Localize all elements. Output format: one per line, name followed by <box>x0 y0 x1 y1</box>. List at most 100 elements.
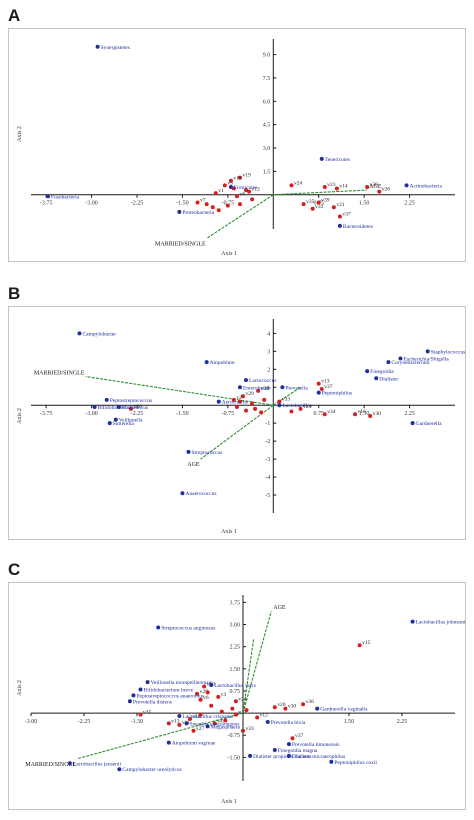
taxon-point <box>95 44 100 49</box>
vector-label: AGE <box>273 605 286 611</box>
sample-point <box>205 690 210 695</box>
sample-label: v34 <box>327 409 336 415</box>
sample-point <box>353 412 358 417</box>
taxon-point <box>177 714 182 719</box>
y-tick-label: 9.0 <box>263 53 271 59</box>
sample-label: v29 <box>246 391 255 397</box>
chart-frame-c: -3.00 -2.25 -1.50 1.50 2.25 -1.50 -0.75 0.75 1.5… <box>8 582 468 810</box>
x-tick-label: 2.25 <box>397 719 408 725</box>
sample-point <box>237 399 242 404</box>
sample-label: v8 <box>239 191 245 197</box>
sample-point <box>209 703 214 708</box>
y-tick-label: 2.25 <box>230 645 241 651</box>
sample-point <box>237 202 242 207</box>
vector-label: MARRIED/SINGLE <box>34 370 85 376</box>
taxon-point <box>107 421 112 426</box>
sample-point <box>334 186 339 191</box>
sample-label: v3 <box>227 180 233 186</box>
chart-frame-b: -3.75 -3.00 -2.25 -1.50 -0.75 0.75 1.50 2.25 -5 -… <box>8 306 466 540</box>
y-tick-label: 3.0 <box>263 146 271 152</box>
sample-label: v23 <box>327 182 336 188</box>
taxon-point <box>248 753 253 758</box>
sample-point <box>331 205 336 210</box>
taxon-point <box>184 721 189 726</box>
sample-point <box>198 697 203 702</box>
sample-point <box>357 643 362 648</box>
taxon-point <box>337 223 342 228</box>
y-tick-label: 2 <box>267 367 270 373</box>
taxon-label: Prevotella bivia <box>271 720 306 726</box>
sample-point <box>223 718 228 723</box>
taxon-point <box>138 687 143 692</box>
taxon-label: Dialister micraerophilus <box>292 754 345 760</box>
x-tick-label: -2.25 <box>131 411 144 417</box>
taxon-label: Anaerococcus <box>185 491 216 497</box>
sample-point <box>290 736 295 741</box>
y-axis-title: Axis 2 <box>17 680 23 696</box>
panel-letter-b: B <box>8 284 21 303</box>
taxon-point <box>180 491 185 496</box>
taxon-label: Fusobacteria <box>51 194 80 200</box>
x-axis-title: Axis 1 <box>221 251 237 257</box>
taxon-label: Campylobacter ureolyticus <box>122 767 181 773</box>
sample-point <box>277 399 282 404</box>
taxon-label: Tenericutes <box>325 157 350 163</box>
taxon-point <box>315 706 320 711</box>
x-tick-label: 0.75 <box>313 411 324 417</box>
taxon-point <box>374 376 379 381</box>
sample-label: v15 <box>362 640 371 646</box>
taxon-label: Dialister <box>379 376 398 382</box>
taxon-label: Veillonella montpellierensis <box>151 680 213 686</box>
x-tick-label: -2.25 <box>78 719 91 725</box>
sample-point <box>250 197 255 202</box>
taxon-point <box>386 360 391 365</box>
sample-label: v27 <box>196 726 205 732</box>
taxon-label: Corynebacterium <box>391 360 430 366</box>
sample-point <box>322 184 327 189</box>
taxon-label: Proteobacteria <box>182 210 214 216</box>
sample-point <box>255 715 260 720</box>
y-tick-label: -1 <box>265 421 270 427</box>
sample-point <box>237 175 242 180</box>
taxon-point <box>228 184 233 189</box>
y-tick-label: 1.50 <box>230 667 241 673</box>
vector-line <box>273 189 368 196</box>
x-tick-label: 2.25 <box>404 201 415 207</box>
ordination-plot-c: -3.00 -2.25 -1.50 1.50 2.25 -1.50 -0.75 0.75 1.5… <box>17 595 468 805</box>
taxon-label: Campylobacter <box>82 331 116 337</box>
sample-point <box>188 717 192 721</box>
sample-point <box>231 186 236 191</box>
sample-point <box>298 406 303 411</box>
sample-label: v2 <box>236 395 242 401</box>
taxon-point <box>398 356 403 361</box>
sample-point <box>253 406 258 411</box>
ordination-plot-b: -3.75 -3.00 -2.25 -1.50 -0.75 0.75 1.50 2.25 -5 -… <box>17 319 465 535</box>
sample-point <box>244 408 249 413</box>
taxon-label: Sutterella <box>113 421 135 427</box>
y-tick-label: -5 <box>265 493 270 499</box>
sample-point <box>244 708 249 713</box>
sample-label: v21 <box>336 202 345 208</box>
taxon-point <box>92 405 97 410</box>
sample-label: v32 <box>238 710 247 716</box>
taxon-point <box>425 349 430 354</box>
y-tick-label: 1.5 <box>263 169 271 175</box>
sample-point <box>272 705 277 710</box>
taxon-point <box>104 397 109 402</box>
sample-point <box>219 709 224 714</box>
x-tick-label: 2.25 <box>404 411 415 417</box>
sample-point <box>283 706 288 711</box>
sample-point <box>177 722 182 727</box>
taxon-label: Streptococcus <box>191 450 222 456</box>
taxon-point <box>237 385 242 390</box>
y-tick-label: 3.00 <box>230 623 241 629</box>
taxon-label: Dialister propionicifaciens <box>253 753 311 760</box>
taxon-label: Escherichia/Shigella <box>403 357 449 363</box>
taxon-label: Lactobacillus iners <box>214 683 256 689</box>
taxon-point <box>316 390 321 395</box>
taxon-point <box>45 194 50 199</box>
taxon-point <box>410 421 415 426</box>
taxon-label: Veillonella <box>119 418 143 424</box>
x-tick-label: -1.50 <box>131 719 144 725</box>
sample-label: v13 <box>321 379 330 385</box>
